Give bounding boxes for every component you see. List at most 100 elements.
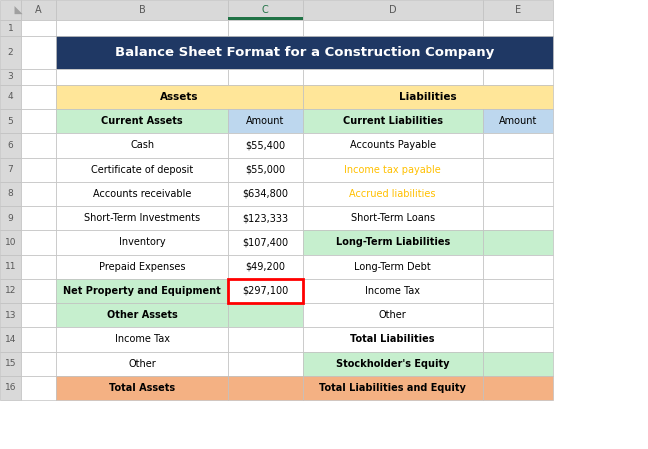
Bar <box>56 255 228 279</box>
Bar <box>483 327 553 352</box>
Bar <box>483 376 553 400</box>
Bar <box>303 352 483 376</box>
Text: Long-Term Debt: Long-Term Debt <box>354 262 431 272</box>
Bar <box>0 303 21 327</box>
Bar <box>303 20 483 36</box>
Bar <box>303 230 483 255</box>
Bar <box>21 230 56 255</box>
Bar <box>303 206 483 230</box>
Bar <box>303 85 553 109</box>
Bar <box>0 255 21 279</box>
Text: Certificate of deposit: Certificate of deposit <box>91 165 193 175</box>
Bar <box>483 352 553 376</box>
Bar <box>0 279 21 303</box>
Bar <box>56 0 228 20</box>
Text: Accounts Payable: Accounts Payable <box>350 141 435 150</box>
Bar <box>303 133 483 158</box>
Text: Other: Other <box>128 359 156 369</box>
Bar <box>228 352 303 376</box>
Text: Prepaid Expenses: Prepaid Expenses <box>99 262 185 272</box>
Bar <box>228 279 303 303</box>
Text: C: C <box>262 5 269 15</box>
Bar <box>21 206 56 230</box>
Text: Short-Term Loans: Short-Term Loans <box>351 213 435 223</box>
Text: 7: 7 <box>8 165 13 174</box>
Bar <box>0 182 21 206</box>
Text: 2: 2 <box>8 48 13 57</box>
Text: $49,200: $49,200 <box>246 262 285 272</box>
Text: $634,800: $634,800 <box>242 189 288 199</box>
Bar <box>483 230 553 255</box>
Bar <box>56 36 553 69</box>
Text: 12: 12 <box>5 286 16 295</box>
Text: Income Tax: Income Tax <box>115 335 170 344</box>
Bar <box>303 376 483 400</box>
Bar <box>483 133 553 158</box>
Bar <box>21 158 56 182</box>
Polygon shape <box>14 6 23 14</box>
Text: Total Liabilities: Total Liabilities <box>351 335 435 344</box>
Text: Net Property and Equipment: Net Property and Equipment <box>64 286 221 296</box>
Bar <box>56 133 228 158</box>
Bar <box>228 17 303 20</box>
Text: Assets: Assets <box>160 92 199 102</box>
Text: 16: 16 <box>5 383 16 392</box>
Text: Income Tax: Income Tax <box>365 286 420 296</box>
Text: Current Liabilities: Current Liabilities <box>343 116 443 126</box>
Text: Balance Sheet Format for a Construction Company: Balance Sheet Format for a Construction … <box>115 46 494 59</box>
Bar <box>0 376 21 400</box>
Text: $55,400: $55,400 <box>246 141 285 150</box>
Bar <box>228 376 303 400</box>
Bar <box>483 69 553 85</box>
Bar <box>21 69 56 85</box>
Bar <box>56 69 228 85</box>
Bar <box>56 158 228 182</box>
Bar <box>0 0 21 20</box>
Text: Inventory: Inventory <box>119 238 165 247</box>
Bar <box>56 182 228 206</box>
Bar <box>56 352 228 376</box>
Text: 4: 4 <box>8 92 13 101</box>
Bar <box>56 109 228 133</box>
Bar <box>303 158 483 182</box>
Text: Amount: Amount <box>498 116 537 126</box>
Bar <box>21 133 56 158</box>
Bar <box>21 0 56 20</box>
Text: 11: 11 <box>5 262 16 271</box>
Text: 15: 15 <box>5 359 16 368</box>
Bar <box>0 158 21 182</box>
Text: $123,333: $123,333 <box>242 213 288 223</box>
Text: $107,400: $107,400 <box>242 238 288 247</box>
Text: Cash: Cash <box>130 141 154 150</box>
Text: $55,000: $55,000 <box>246 165 285 175</box>
Bar <box>228 0 303 20</box>
Text: 10: 10 <box>5 238 16 247</box>
Bar <box>303 279 483 303</box>
Text: Liabilities: Liabilities <box>399 92 456 102</box>
Bar <box>483 206 553 230</box>
Text: Other: Other <box>379 310 406 320</box>
Bar <box>483 158 553 182</box>
Text: 13: 13 <box>5 311 16 320</box>
Bar <box>56 20 228 36</box>
Bar <box>483 303 553 327</box>
Bar <box>303 255 483 279</box>
Bar <box>21 20 56 36</box>
Bar <box>0 327 21 352</box>
Bar <box>228 279 303 303</box>
Bar <box>0 20 21 36</box>
Bar <box>21 279 56 303</box>
Bar <box>21 109 56 133</box>
Bar <box>0 109 21 133</box>
Bar <box>228 182 303 206</box>
Bar <box>228 158 303 182</box>
Text: Long-Term Liabilities: Long-Term Liabilities <box>336 238 450 247</box>
Bar <box>303 69 483 85</box>
Bar <box>0 85 21 109</box>
Text: 3: 3 <box>8 72 13 81</box>
Text: 5: 5 <box>8 117 13 126</box>
Text: D: D <box>389 5 397 15</box>
Bar <box>483 20 553 36</box>
Bar <box>56 303 228 327</box>
Text: Other Assets: Other Assets <box>107 310 178 320</box>
